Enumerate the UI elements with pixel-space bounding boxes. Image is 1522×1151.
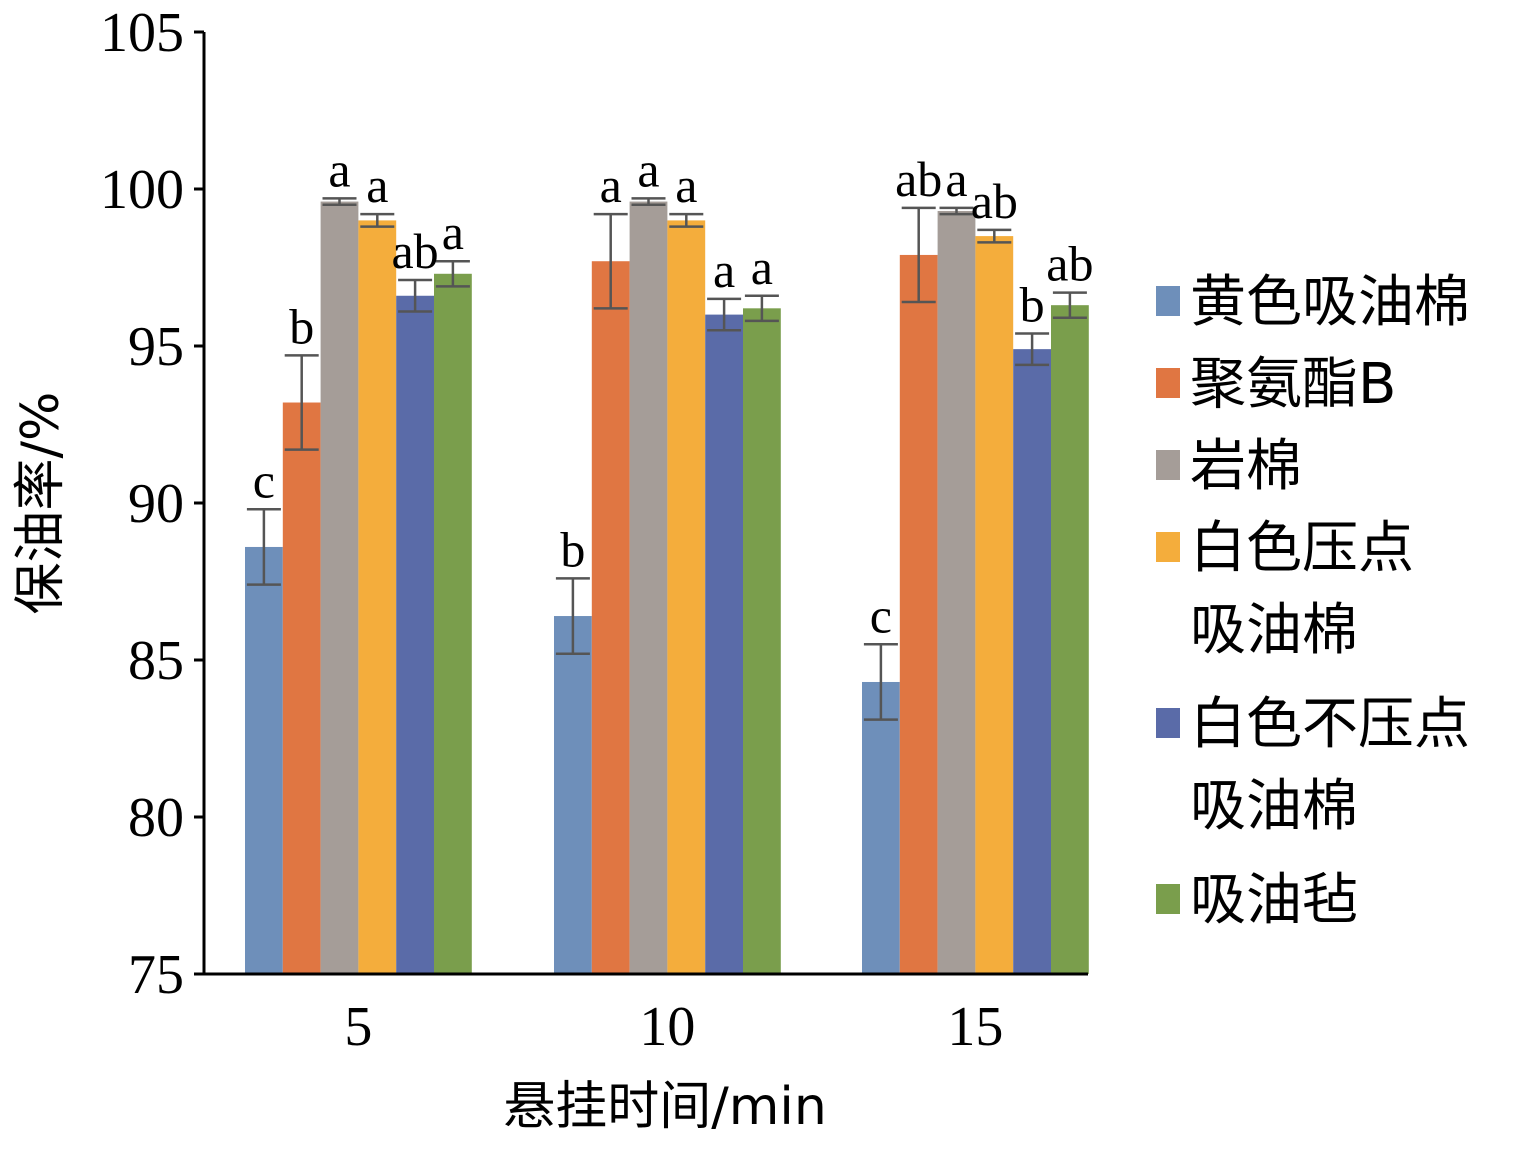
bar [320,201,359,974]
significance-letter: ab [971,173,1018,229]
x-axis-title: 悬挂时间/min [503,1077,827,1137]
significance-letter: a [442,204,464,260]
y-tick-label: 80 [128,787,184,849]
bar [899,254,938,974]
legend-label: 白色压点 [1190,516,1414,581]
y-tick-label: 95 [128,316,184,378]
significance-letter: c [253,452,275,508]
bar [434,273,472,974]
x-tick-label: 15 [947,996,1003,1058]
y-tick-label: 90 [128,473,184,535]
bars-layer [245,201,1089,975]
bar [358,220,397,974]
legend-swatch [1156,708,1180,738]
bar [1051,305,1089,974]
bar [975,236,1014,975]
significance-letter: ab [895,151,942,207]
legend-swatch [1156,450,1180,480]
legend-swatch [1156,884,1180,914]
bar [743,308,781,974]
bar [629,201,668,974]
significance-letter: a [328,141,350,197]
legend-label: 黄色吸油棉 [1190,270,1470,335]
significance-letter: a [945,151,967,207]
legend-item: 黄色吸油棉 [1156,270,1470,335]
legend-swatch [1156,532,1180,562]
y-tick-label: 85 [128,630,184,692]
significance-letter: ab [391,223,438,279]
significance-letter: b [560,521,585,577]
significance-letter: b [1020,276,1045,332]
x-tick-label: 10 [639,996,695,1058]
x-tick-label: 5 [344,996,372,1058]
significance-letter: b [289,298,314,354]
y-tick-label: 100 [100,159,184,221]
bar [245,546,283,974]
legend-swatch [1156,286,1180,316]
bar [591,261,630,975]
legend-swatch [1156,368,1180,398]
y-axis-title: 保油率/% [11,392,71,615]
significance-letter: a [713,242,735,298]
y-tick-label: 105 [100,2,184,64]
bar [554,616,592,974]
y-tick-label: 75 [128,944,184,1006]
legend-item: 岩棉 [1156,434,1302,499]
legend-label: 岩棉 [1190,434,1302,499]
significance-letter: a [751,239,773,295]
bar [862,681,900,974]
x-ticks-layer: 5 10 15 [344,996,1003,1058]
legend-item: 聚氨酯B [1156,352,1396,417]
significance-letter: ab [1046,236,1093,292]
significance-letter: a [637,141,659,197]
bar [1013,349,1051,974]
significance-letter: a [675,157,697,213]
y-ticks-layer: 75 80 85 90 95 100 105 [100,2,204,1006]
bar [937,210,976,975]
bar [396,295,434,974]
bar [667,220,706,974]
significance-letter: a [600,157,622,213]
bar [705,314,743,975]
legend-item: 吸油毡 [1156,868,1358,933]
significance-letter: a [366,157,388,213]
legend-label: 白色不压点 [1190,692,1470,757]
legend-label: 吸油棉 [1190,774,1358,839]
significance-letter: c [870,587,892,643]
legend-label: 聚氨酯B [1190,352,1396,417]
legend-label: 吸油毡 [1190,868,1358,933]
legend-label: 吸油棉 [1190,598,1358,663]
error-bars-layer [246,197,1087,721]
bar [282,402,321,974]
